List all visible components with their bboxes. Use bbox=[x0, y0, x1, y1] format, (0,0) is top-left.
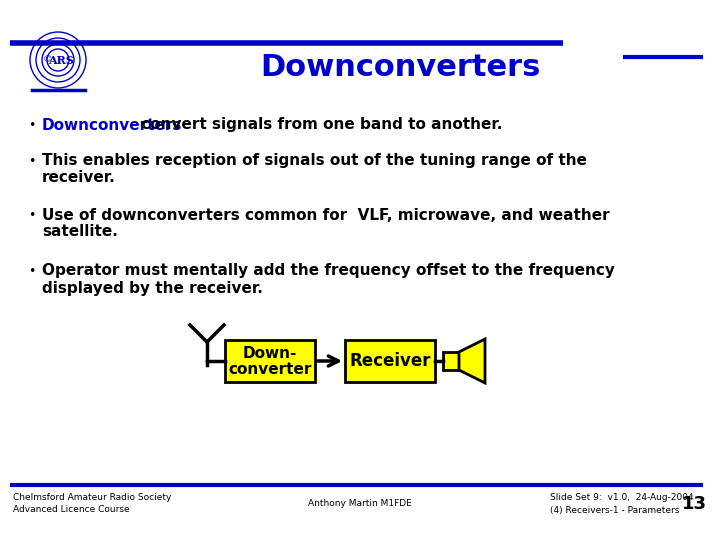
Text: (4) Receivers-1 - Parameters: (4) Receivers-1 - Parameters bbox=[550, 505, 680, 515]
Text: •: • bbox=[28, 265, 35, 278]
Text: converter: converter bbox=[228, 361, 312, 376]
Text: Operator must mentally add the frequency offset to the frequency: Operator must mentally add the frequency… bbox=[42, 264, 615, 279]
Text: Anthony Martin M1FDE: Anthony Martin M1FDE bbox=[308, 500, 412, 509]
Polygon shape bbox=[459, 339, 485, 383]
Text: Downconverters: Downconverters bbox=[260, 52, 540, 82]
Text: satellite.: satellite. bbox=[42, 225, 118, 240]
Text: convert signals from one band to another.: convert signals from one band to another… bbox=[136, 118, 503, 132]
Text: Slide Set 9:  v1.0,  24-Aug-2004: Slide Set 9: v1.0, 24-Aug-2004 bbox=[550, 494, 693, 503]
Text: This enables reception of signals out of the tuning range of the: This enables reception of signals out of… bbox=[42, 153, 587, 168]
Text: ARS: ARS bbox=[48, 55, 74, 65]
Bar bbox=[225, 340, 315, 382]
Bar bbox=[345, 340, 435, 382]
Text: displayed by the receiver.: displayed by the receiver. bbox=[42, 280, 263, 295]
Text: Advanced Licence Course: Advanced Licence Course bbox=[13, 505, 130, 515]
Text: ©: © bbox=[43, 56, 53, 64]
Text: Use of downconverters common for  VLF, microwave, and weather: Use of downconverters common for VLF, mi… bbox=[42, 207, 610, 222]
Text: receiver.: receiver. bbox=[42, 171, 116, 186]
Text: Down-: Down- bbox=[243, 347, 297, 361]
Text: Downconverters: Downconverters bbox=[42, 118, 182, 132]
Text: •: • bbox=[28, 154, 35, 167]
Text: Chelmsford Amateur Radio Society: Chelmsford Amateur Radio Society bbox=[13, 494, 171, 503]
Text: 13: 13 bbox=[682, 495, 707, 513]
Text: Receiver: Receiver bbox=[349, 352, 431, 370]
Text: •: • bbox=[28, 118, 35, 132]
Bar bbox=[443, 352, 459, 370]
Text: •: • bbox=[28, 208, 35, 221]
